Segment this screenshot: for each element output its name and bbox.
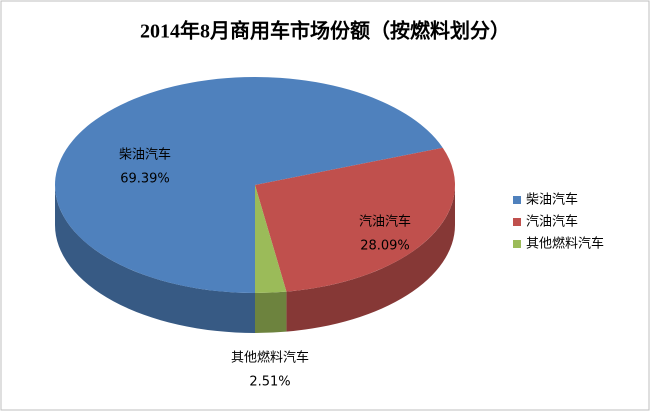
data-label-name: 柴油汽车	[119, 147, 171, 163]
chart-title: 2014年8月商用车市场份额（按燃料划分）	[140, 19, 510, 43]
slice-side	[255, 291, 287, 333]
data-label-value: 28.09%	[360, 239, 410, 254]
legend-label: 汽油汽车	[526, 214, 578, 230]
slice-side	[55, 185, 255, 333]
legend-label: 柴油汽车	[526, 192, 578, 208]
slice	[255, 147, 456, 292]
data-label-value: 69.39%	[120, 172, 170, 187]
legend-swatch	[513, 196, 521, 204]
slice	[54, 76, 443, 293]
slice	[255, 185, 287, 293]
legend-swatch	[513, 240, 521, 248]
legend-label: 其他燃料汽车	[526, 236, 604, 252]
data-label-name: 其他燃料汽车	[231, 350, 309, 366]
slice-side	[286, 185, 455, 332]
data-label-value: 2.51%	[249, 375, 290, 390]
legend-swatch	[513, 218, 521, 226]
data-label-name: 汽油汽车	[359, 214, 411, 230]
